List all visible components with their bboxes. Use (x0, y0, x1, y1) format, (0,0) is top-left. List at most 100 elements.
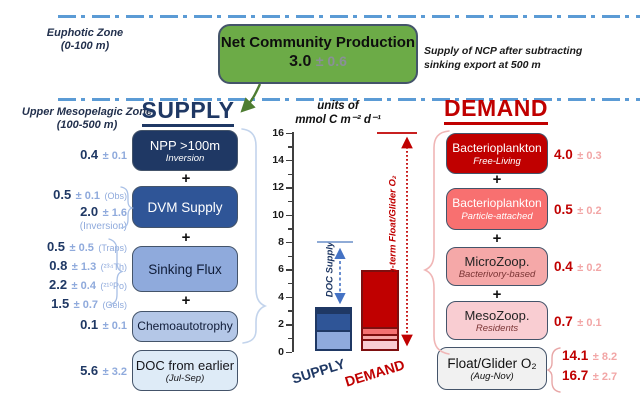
ncp-uncertainty: ± 0.6 (315, 53, 347, 69)
demand-plus-1: + (492, 171, 502, 188)
value-dvm-inversion-note: (Inversion) (79, 221, 127, 232)
ncp-note-line1: Supply of NCP after subtracting (424, 45, 583, 57)
box-doc-from-earlier: DOC from earlier (Jul-Sep) (132, 350, 238, 391)
value-chemoautotrophy: 0.1 ± 0.1 (80, 317, 127, 332)
box-bact-particle-sublabel: Particle-attached (461, 211, 533, 222)
box-mesozoop-label: MesoZoop. (464, 307, 530, 323)
bar-segment (362, 270, 398, 329)
bar-segment (316, 307, 351, 314)
y-axis (292, 132, 294, 352)
y-minor-tick (288, 255, 292, 258)
supply-plus-1: + (181, 170, 191, 187)
long-term-o2-arrow-label: Long-term Float/Glider O₂ (387, 175, 399, 292)
box-bacterioplankton-free: Bacterioplankton Free-Living (446, 133, 548, 174)
chart-units-title: units of mmol C m⁻² d⁻¹ (276, 99, 400, 127)
box-float-glider-label: Float/Glider O₂ (447, 355, 537, 371)
y-major-tick (286, 242, 292, 244)
supply-title: SUPPLY (138, 97, 238, 127)
supply-plus-3: + (181, 292, 191, 309)
y-major-tick (286, 187, 292, 189)
ncp-value-row: 3.0 ± 0.6 (220, 53, 416, 71)
box-npp: NPP >100m Inversion (132, 130, 238, 171)
value-dvm-obs: 0.5 ± 0.1 (Obs) (53, 187, 127, 202)
box-microzoop: MicroZoop. Bacterivory-based (446, 247, 548, 286)
mesopelagic-zone-depth: (100-500 m) (56, 119, 118, 131)
y-minor-tick (288, 283, 292, 285)
y-minor-tick (288, 228, 292, 230)
y-tick-label: 2 (278, 318, 284, 331)
float-values-brace (546, 347, 561, 393)
mesopelagic-zone-label: Upper Mesopelagic Zone (100-500 m) (13, 106, 161, 132)
demand-bar-label: DEMAND (343, 356, 407, 390)
value-float-glider-1: 14.1 ± 8.2 (562, 348, 618, 363)
value-sinking-th234: 0.8 ± 1.3 (²³⁴Th) (49, 258, 127, 273)
bar-segment (362, 328, 398, 335)
demand-stacked-bar (361, 269, 399, 351)
y-major-tick (286, 269, 292, 271)
euphotic-zone-depth: (0-100 m) (60, 40, 110, 52)
box-float-glider-sublabel: (Aug-Nov) (470, 370, 514, 382)
ncp-title: Net Community Production (220, 34, 416, 51)
box-doc-sublabel: (Jul-Sep) (165, 372, 205, 384)
box-sinking-flux: Sinking Flux (132, 246, 238, 292)
box-dvm: DVM Supply (132, 186, 238, 228)
box-doc-label: DOC from earlier (135, 357, 235, 373)
units-line1: units of (317, 100, 359, 112)
mesopelagic-zone-name: Upper Mesopelagic Zone (21, 106, 153, 118)
box-dvm-label: DVM Supply (147, 199, 223, 215)
supply-bar-label: SUPPLY (289, 355, 347, 387)
y-tick-label: 6 (278, 263, 284, 276)
demand-plus-3: + (492, 286, 502, 303)
ncp-note-line2: sinking export at 500 m (424, 59, 541, 71)
box-npp-sublabel: Inversion (165, 152, 205, 164)
box-chemoautotrophy-label: Chemoautotrophy (137, 319, 233, 333)
y-major-tick (286, 351, 292, 353)
ncp-value: 3.0 (289, 53, 312, 70)
box-mesozoop-sublabel: Residents (475, 322, 519, 334)
y-major-tick (286, 324, 292, 326)
ncp-to-supply-arrow (240, 83, 262, 113)
value-npp: 0.4 ± 0.1 (80, 147, 127, 162)
y-tick-label: 0 (278, 345, 284, 358)
box-float-glider-o2: Float/Glider O₂ (Aug-Nov) (437, 347, 547, 390)
y-minor-tick (288, 173, 292, 175)
bar-segment (316, 313, 351, 331)
euphotic-zone-name: Euphotic Zone (46, 27, 124, 39)
value-microzoop: 0.4 ± 0.2 (554, 259, 602, 274)
y-minor-tick (288, 337, 292, 340)
y-minor-tick (288, 310, 292, 312)
doc-supply-arrow-label: DOC Supply (324, 241, 336, 298)
units-line2: mmol C m⁻² d⁻¹ (295, 114, 381, 126)
box-bacterioplankton-particle: Bacterioplankton Particle-attached (446, 188, 548, 230)
box-bact-free-label: Bacterioplankton (452, 140, 542, 155)
value-doc: 5.6 ± 3.2 (80, 363, 127, 378)
y-major-tick (286, 296, 292, 299)
value-float-glider-2: 16.7 ± 2.7 (562, 368, 618, 383)
value-mesozoop: 0.7 ± 0.1 (554, 314, 602, 329)
y-minor-tick (288, 200, 292, 203)
supply-group-brace (241, 128, 268, 344)
ncp-note: Supply of NCP after subtracting sinking … (424, 44, 632, 72)
depth-boundary-line-top (58, 15, 640, 18)
euphotic-zone-label: Euphotic Zone (0-100 m) (25, 27, 145, 53)
value-sinking-traps: 0.5 ± 0.5 (Traps) (46, 239, 127, 254)
demand-title: DEMAND (440, 95, 552, 125)
bar-segment (316, 330, 351, 350)
box-chemoautotrophy: Chemoautotrophy (132, 311, 238, 342)
y-tick-label: 12 (272, 181, 284, 194)
bar-segment (362, 340, 398, 350)
box-microzoop-label: MicroZoop. (464, 253, 530, 269)
y-tick-label: 8 (278, 236, 284, 248)
y-tick-label: 14 (272, 153, 284, 166)
box-mesozoop: MesoZoop. Residents (446, 301, 548, 340)
y-major-tick (286, 214, 292, 217)
supply-plus-2: + (181, 229, 191, 246)
y-minor-tick (288, 146, 292, 148)
y-tick-label: 16 (272, 126, 284, 139)
demand-plus-2: + (492, 230, 502, 247)
y-major-tick (286, 159, 292, 162)
value-sinking-gels: 1.5 ± 0.7 (Gels) (51, 296, 127, 311)
value-sinking-po210: 2.2 ± 0.4 (²¹⁰Po) (49, 277, 127, 292)
value-bact-particle: 0.5 ± 0.2 (554, 202, 602, 217)
